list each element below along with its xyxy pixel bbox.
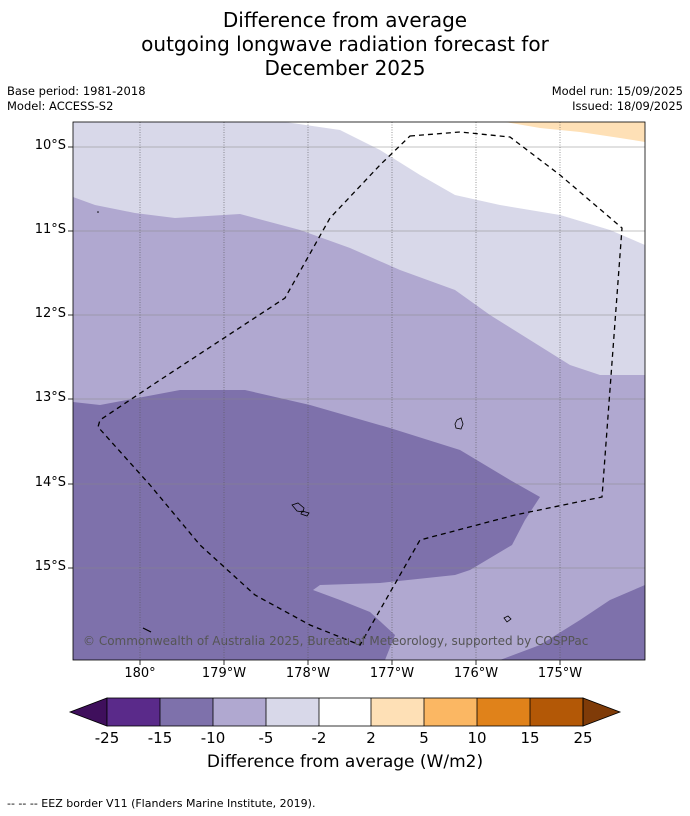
island-e [142, 627, 152, 633]
colorbar-tick-10: 25 [573, 729, 593, 747]
colorbar-dividers [159, 698, 531, 726]
lon-label-180: 180° [124, 666, 156, 681]
lat-label-10s: 10°S [34, 138, 66, 153]
island-b [291, 502, 305, 513]
colorbar-segment-1 [107, 698, 160, 726]
map-title: Difference from average outgoing longwav… [0, 8, 690, 80]
base-period: Base period: 1981-2018 [7, 84, 146, 98]
lon-label-176w: 176°W [453, 666, 499, 681]
lat-label-15s: 15°S [34, 559, 66, 574]
colorbar-label: Difference from average (W/m2) [206, 752, 484, 772]
colorbar-segment-3 [213, 698, 266, 726]
band-dark-purple [73, 390, 540, 660]
eez-legend-note: -- -- -- EEZ border V11 (Flanders Marine… [7, 797, 316, 810]
lon-ticks [139, 660, 561, 665]
model-name: Model: ACCESS-S2 [7, 99, 114, 113]
title-line-1: Difference from average [222, 8, 468, 32]
lat-ticks [68, 146, 73, 569]
band-neutral [285, 122, 645, 245]
lon-gridlines [139, 122, 561, 660]
colorbar-segment-6 [371, 698, 424, 726]
colorbar-tick-2: -15 [147, 729, 173, 747]
lat-label-12s: 12°S [34, 306, 66, 321]
colorbar-tick-1: -25 [94, 729, 120, 747]
model-run: Model run: 15/09/2025 [551, 84, 683, 98]
lon-label-177w: 177°W [369, 666, 415, 681]
colorbar-min-extend [68, 697, 108, 727]
colorbar-frame [106, 697, 584, 727]
colorbar-tick-5: -2 [311, 729, 327, 747]
island-a [454, 417, 464, 430]
lat-label-14s: 14°S [34, 475, 66, 490]
copyright-notice: © Commonwealth of Australia 2025, Bureau… [83, 634, 589, 648]
lon-label-178w: 178°W [285, 666, 331, 681]
colorbar-segment-4 [266, 698, 319, 726]
map-frame [72, 121, 646, 661]
lon-label-175w: 175°W [537, 666, 583, 681]
meta-right: Model run: 15/09/2025 Issued: 18/09/2025 [552, 84, 683, 114]
colorbar-tick-4: -5 [258, 729, 274, 747]
colorbar-segment-8 [477, 698, 530, 726]
colorbar [68, 697, 622, 727]
colorbar-max-extend [582, 697, 622, 727]
island-c [300, 510, 310, 517]
title-line-3: December 2025 [264, 56, 426, 80]
colorbar-tick-8: 10 [467, 729, 487, 747]
colorbar-tick-9: 15 [520, 729, 540, 747]
lat-gridlines [73, 146, 645, 569]
map-area [73, 122, 645, 660]
colorbar-tick-3: -10 [200, 729, 226, 747]
lon-label-179w: 179°W [201, 666, 247, 681]
island-f [97, 211, 99, 213]
colorbar-segment-5 [319, 698, 371, 726]
colorbar-segment-2 [160, 698, 213, 726]
title-line-2: outgoing longwave radiation forecast for [141, 32, 549, 56]
colorbar-segment-9 [530, 698, 583, 726]
issued-date: Issued: 18/09/2025 [572, 99, 683, 113]
colorbar-tick-7: 5 [419, 729, 429, 747]
lat-label-13s: 13°S [34, 390, 66, 405]
island-d [503, 615, 512, 623]
lat-label-11s: 11°S [34, 222, 66, 237]
colorbar-tick-6: 2 [366, 729, 376, 747]
meta-left: Base period: 1981-2018 Model: ACCESS-S2 [7, 84, 146, 114]
band-positive-patch [505, 122, 645, 142]
band-dark-purple-se [500, 585, 645, 660]
colorbar-segment-7 [424, 698, 477, 726]
